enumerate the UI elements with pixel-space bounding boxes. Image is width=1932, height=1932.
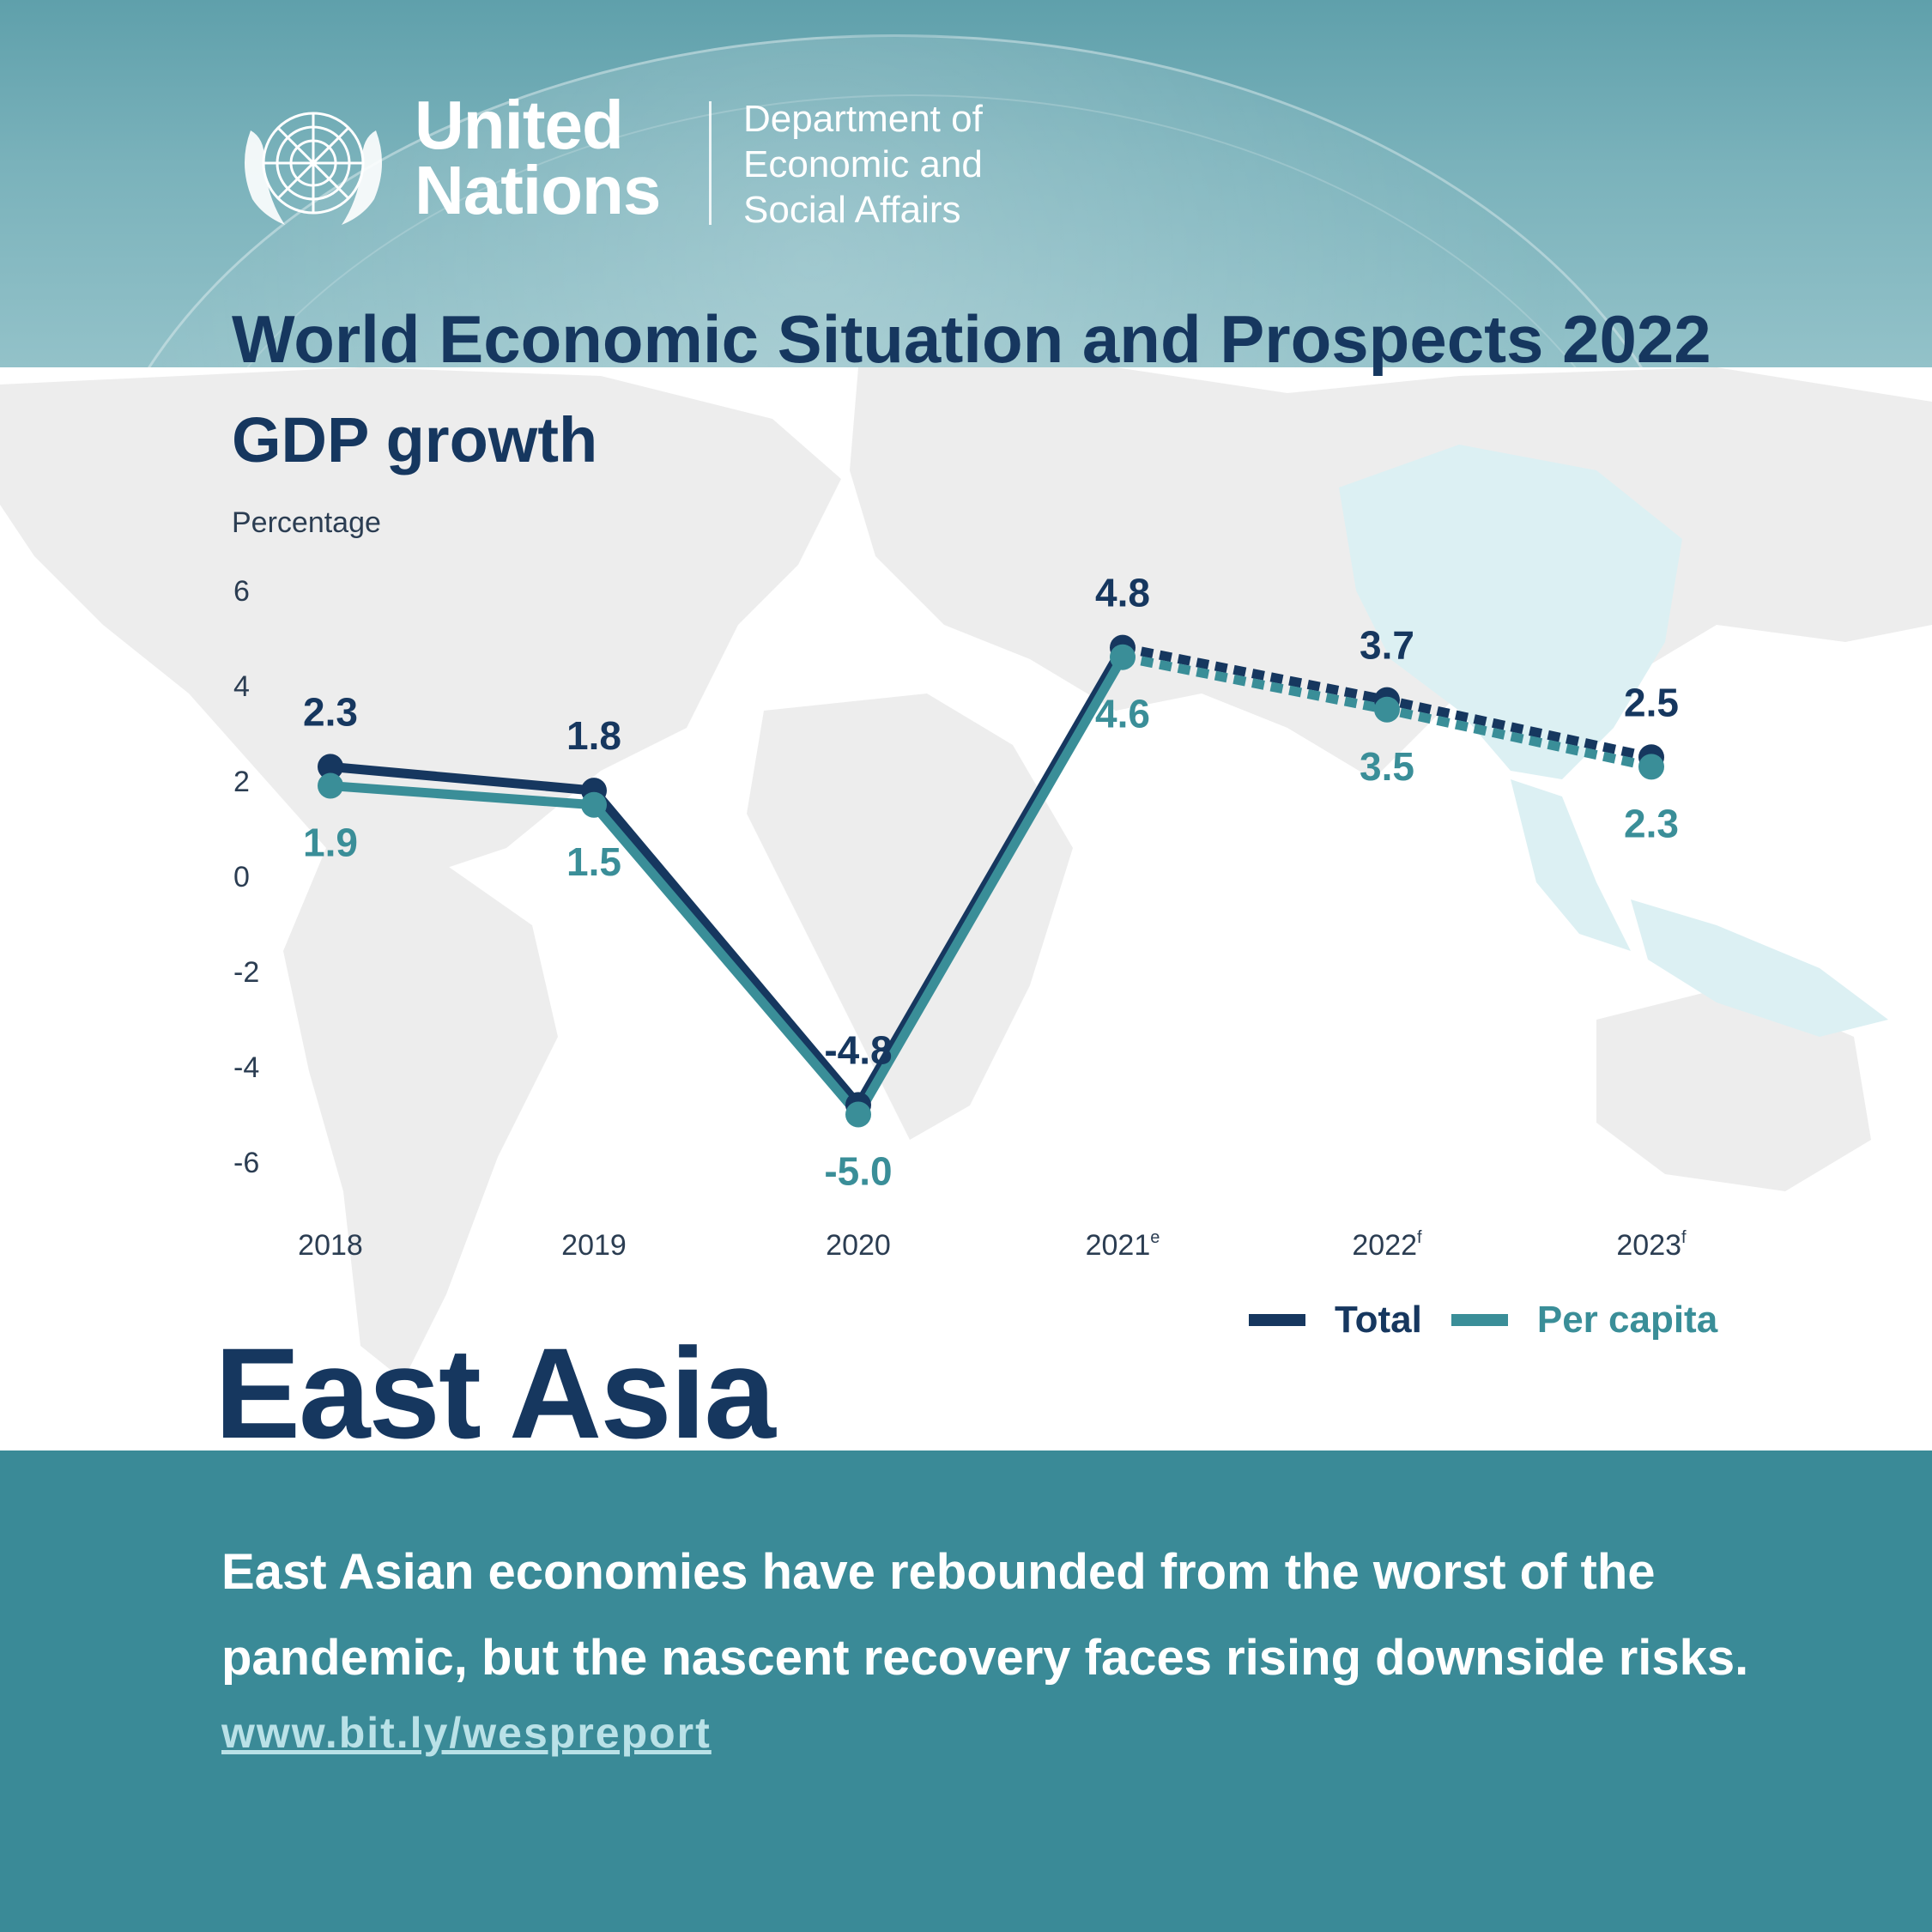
footer-panel: East Asian economies have rebounded from… (0, 1451, 1932, 1932)
header-banner (0, 0, 1932, 367)
x-tick-label: 2020 (826, 1229, 891, 1262)
summary-line2: pandemic, but the nascent recovery faces… (221, 1630, 1749, 1686)
x-tick-label: 2023f (1616, 1228, 1687, 1262)
data-label-total: 4.8 (1095, 571, 1150, 615)
un-emblem-icon (244, 112, 383, 225)
legend-swatch-per-capita (1451, 1314, 1508, 1326)
y-axis-ticks: 6 4 2 0 -2 -4 -6 (233, 575, 259, 1179)
data-label-total: 2.5 (1624, 680, 1679, 724)
summary-line1: East Asian economies have rebounded from… (221, 1544, 1656, 1600)
y-tick-label: 0 (233, 861, 250, 893)
org-name-line1: United (415, 87, 624, 163)
data-point-per-capita (1374, 696, 1400, 723)
data-label-per-capita: 3.5 (1360, 744, 1414, 789)
y-axis-label: Percentage (232, 506, 381, 539)
org-name-line2: Nations (415, 152, 661, 228)
data-label-total: 2.3 (303, 689, 358, 734)
x-tick-label: 2019 (561, 1229, 627, 1262)
y-tick-label: -2 (233, 956, 259, 989)
data-point-total (318, 754, 343, 780)
y-tick-label: 4 (233, 670, 250, 703)
legend-item-per-capita: Per capita (1451, 1299, 1717, 1341)
series-lines (325, 643, 1653, 1119)
data-point-per-capita (318, 772, 343, 799)
x-tick-label: 2022f (1352, 1228, 1422, 1262)
legend-label-per-capita: Per capita (1536, 1299, 1718, 1341)
department-name: Department of Economic and Social Affair… (743, 96, 983, 233)
report-link[interactable]: www.bit.ly/wespreport (221, 1709, 712, 1757)
world-map-background (0, 367, 1932, 1380)
data-label-per-capita: 2.3 (1624, 801, 1679, 845)
legend-swatch-total (1249, 1314, 1305, 1326)
chart-legend: Total Per capita (1249, 1296, 1747, 1344)
dept-line2: Economic and (743, 143, 983, 185)
x-tick-label: 2018 (298, 1229, 363, 1262)
series-line-total (325, 643, 1128, 1110)
series-points (318, 634, 1664, 1128)
data-label-total: -4.8 (824, 1027, 892, 1072)
data-point-per-capita (1638, 754, 1664, 780)
y-tick-label: -4 (233, 1051, 259, 1084)
data-label-per-capita: -5.0 (824, 1149, 892, 1194)
data-point-per-capita (581, 791, 607, 818)
series-line-per-capita (325, 652, 1128, 1119)
y-tick-label: 6 (233, 575, 250, 608)
data-point-per-capita (845, 1101, 871, 1128)
legend-label-total: Total (1335, 1299, 1422, 1341)
dept-line1: Department of (743, 98, 983, 140)
legend-item-total: Total (1249, 1299, 1422, 1341)
data-label-total: 1.8 (566, 713, 621, 758)
data-label-per-capita: 1.5 (566, 839, 621, 884)
x-tick-label: 2021e (1086, 1228, 1160, 1262)
data-point-per-capita (1110, 644, 1136, 670)
page-title: World Economic Situation and Prospects 2… (232, 301, 1711, 377)
region-title: East Asia (215, 1321, 776, 1465)
data-label-per-capita: 1.9 (303, 821, 358, 865)
dept-line3: Social Affairs (743, 189, 961, 231)
data-label-per-capita: 4.6 (1095, 692, 1150, 736)
y-tick-label: 2 (233, 766, 250, 798)
logo-divider (709, 101, 712, 225)
data-label-total: 3.7 (1360, 623, 1414, 668)
y-tick-label: -6 (233, 1147, 259, 1179)
data-labels: 2.3 1.8 -4.8 4.8 3.7 2.5 1.9 1.5 -5.0 4.6 3.5 2.3 (303, 571, 1679, 1194)
chart-title: GDP growth (232, 404, 598, 475)
summary-text: East Asian economies have rebounded from… (221, 1529, 1801, 1701)
un-wordmark: United Nations (415, 87, 661, 228)
x-axis-ticks: 2018 2019 2020 2021e 2022f 2023f (298, 1228, 1687, 1262)
